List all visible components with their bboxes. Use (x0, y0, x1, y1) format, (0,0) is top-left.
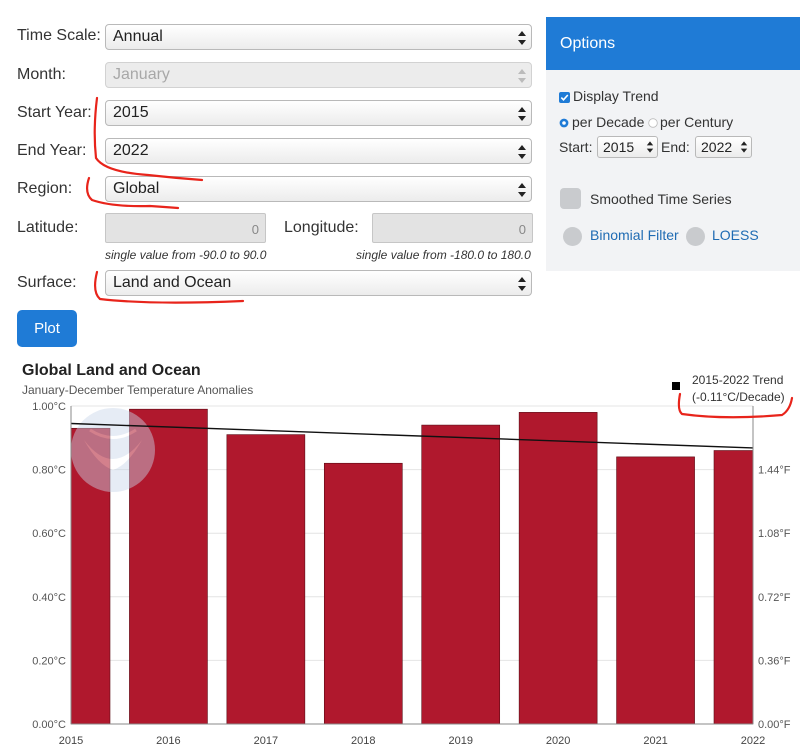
trend-end-label: End: (661, 139, 690, 155)
per-century-label: per Century (660, 114, 734, 130)
y-tick-label-right: 0.00°F (758, 719, 791, 731)
trend-end-select[interactable]: 2022 (695, 136, 752, 158)
loess-radio[interactable] (686, 227, 705, 246)
loess-label: LOESS (712, 227, 759, 243)
time-scale-select[interactable]: Annual (105, 24, 532, 50)
bar-2018 (323, 462, 403, 725)
updown-arrows-icon (518, 183, 526, 197)
noaa-logo (71, 408, 155, 492)
longitude-label: Longitude: (284, 219, 359, 236)
latitude-input[interactable]: 0 (105, 213, 266, 243)
y-tick-label-right: 1.08°F (758, 528, 791, 540)
start-year-value: 2015 (113, 104, 149, 121)
region-label: Region: (17, 180, 73, 197)
updown-arrows-icon (518, 145, 526, 159)
per-decade-label: per Decade (572, 114, 645, 130)
per-century-radio[interactable] (648, 118, 658, 128)
time-scale-value: Annual (113, 28, 163, 45)
month-value: January (113, 66, 170, 83)
y-tick-label-right: 1.44°F (758, 465, 791, 477)
binomial-radio[interactable] (563, 227, 582, 246)
y-tick-label-left: 0.40°C (32, 592, 66, 604)
x-tick-label: 2020 (546, 735, 570, 747)
smoothed-checkbox[interactable] (560, 188, 581, 209)
bar-2020 (518, 412, 598, 725)
legend-trend-value: (-0.11°C/Decade) (692, 390, 785, 404)
smoothed-label: Smoothed Time Series (590, 191, 732, 207)
legend-trend-marker (672, 382, 680, 390)
binomial-label: Binomial Filter (590, 227, 679, 243)
bar-2016 (129, 408, 208, 725)
plot-button[interactable]: Plot (17, 310, 77, 347)
region-select[interactable]: Global (105, 176, 532, 202)
chart-subtitle: January-December Temperature Anomalies (22, 383, 254, 397)
start-year-label: Start Year: (17, 104, 92, 121)
bar-2021 (616, 456, 695, 725)
display-trend-checkbox[interactable] (559, 92, 570, 103)
y-tick-label-left: 0.00°C (32, 719, 66, 731)
end-year-select[interactable]: 2022 (105, 138, 532, 164)
bar-2017 (226, 434, 306, 725)
legend-trend-label: 2015-2022 Trend (692, 373, 783, 387)
y-tick-label-left: 0.80°C (32, 465, 66, 477)
per-decade-radio[interactable] (559, 118, 569, 128)
chart-title: Global Land and Ocean (22, 362, 201, 379)
x-tick-label: 2015 (59, 735, 83, 747)
end-year-value: 2022 (113, 142, 149, 159)
trend-line (70, 422, 754, 449)
updown-arrows-icon (740, 141, 748, 153)
longitude-input[interactable]: 0 (372, 213, 533, 243)
updown-arrows-icon (518, 69, 526, 83)
x-tick-label: 2019 (448, 735, 472, 747)
y-tick-label-right: 0.36°F (758, 655, 791, 667)
x-tick-label: 2016 (156, 735, 180, 747)
options-title: Options (546, 17, 800, 70)
trend-end-value: 2022 (701, 139, 733, 155)
updown-arrows-icon (518, 277, 526, 291)
y-tick-label-left: 0.60°C (32, 528, 66, 540)
start-year-select[interactable]: 2015 (105, 100, 532, 126)
y-tick-label-right: 0.72°F (758, 592, 791, 604)
month-select: January (105, 62, 532, 88)
updown-arrows-icon (518, 107, 526, 121)
y-tick-label-left: 1.00°C (32, 401, 66, 413)
y-tick-label-left: 0.20°C (32, 655, 66, 667)
updown-arrows-icon (646, 141, 654, 153)
options-panel: Options Display Trend per Decade per Cen… (546, 17, 800, 271)
end-year-label: End Year: (17, 142, 87, 159)
month-label: Month: (17, 66, 66, 83)
bar-2015 (70, 427, 111, 725)
x-tick-label: 2021 (643, 735, 667, 747)
longitude-hint: single value from -180.0 to 180.0 (356, 248, 531, 262)
x-tick-label: 2018 (351, 735, 375, 747)
x-tick-label: 2017 (254, 735, 278, 747)
bar-2022 (713, 450, 754, 725)
time-scale-label: Time Scale: (17, 27, 101, 44)
latitude-hint: single value from -90.0 to 90.0 (105, 248, 267, 262)
region-value: Global (113, 180, 160, 197)
bar-2019 (421, 424, 501, 725)
trend-start-select[interactable]: 2015 (597, 136, 658, 158)
trend-start-value: 2015 (603, 139, 635, 155)
updown-arrows-icon (518, 31, 526, 45)
surface-select[interactable]: Land and Ocean (105, 270, 532, 296)
surface-label: Surface: (17, 274, 77, 291)
display-trend-label: Display Trend (573, 88, 659, 104)
x-tick-label: 2022 (741, 735, 765, 747)
latitude-label: Latitude: (17, 219, 79, 236)
surface-value: Land and Ocean (113, 274, 232, 291)
trend-start-label: Start: (559, 139, 593, 155)
